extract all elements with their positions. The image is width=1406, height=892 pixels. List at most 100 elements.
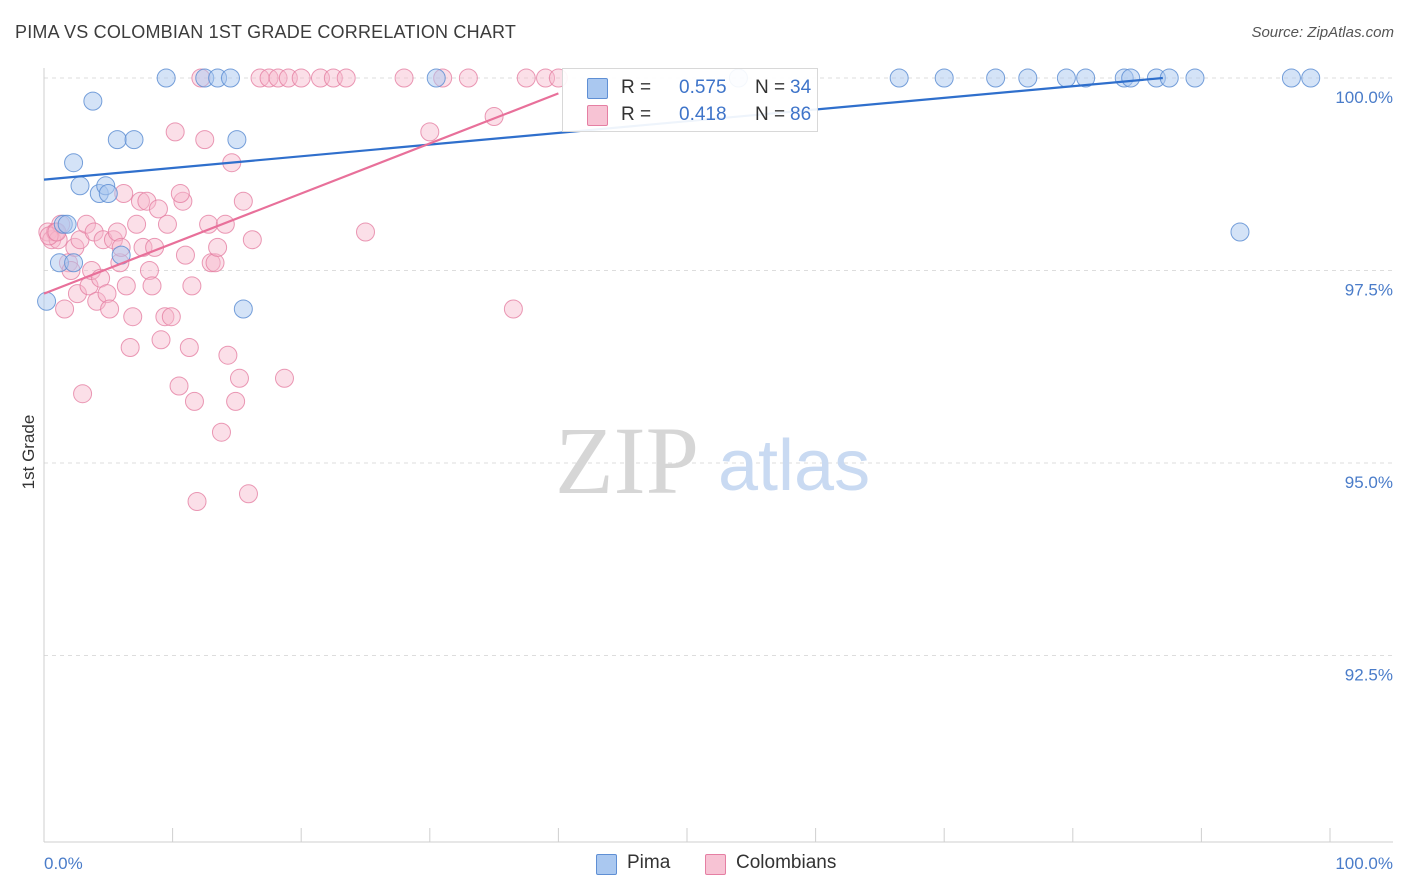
- pima-point: [934, 68, 954, 88]
- pima-point: [1230, 222, 1250, 242]
- pima-point: [1121, 68, 1141, 88]
- colombians-point: [226, 391, 246, 411]
- colombians-point: [242, 230, 262, 250]
- pima-point: [70, 176, 90, 196]
- colombians-r-label: R =: [621, 104, 652, 125]
- colombians-point: [157, 214, 177, 234]
- pima-legend-label: Pima: [627, 852, 671, 873]
- pima-points: [37, 68, 1321, 319]
- pima-point: [233, 299, 253, 319]
- pima-point: [1076, 68, 1096, 88]
- colombians-point: [170, 184, 190, 203]
- pima-point: [1281, 68, 1301, 88]
- pima-point: [57, 214, 77, 234]
- colombians-point: [137, 191, 157, 211]
- colombians-point: [208, 237, 228, 257]
- tick-labels: 100.0% 97.5% 95.0% 92.5% 0.0% 100.0%: [44, 88, 1393, 873]
- pima-point: [83, 91, 103, 111]
- colombians-point: [100, 299, 120, 319]
- colombians-point: [182, 276, 202, 296]
- watermark-atlas: atlas: [718, 426, 870, 506]
- pima-point: [1018, 68, 1038, 88]
- colombians-point: [218, 345, 238, 365]
- colombians-point: [291, 68, 311, 88]
- colombians-point: [336, 68, 356, 88]
- colombians-point: [165, 122, 185, 142]
- colombians-point: [184, 391, 204, 411]
- colombians-point: [458, 68, 478, 88]
- colombians-n-label: N =: [755, 104, 786, 125]
- colombians-point: [139, 261, 159, 280]
- pima-r-label: R =: [621, 77, 652, 98]
- watermark: ZIP atlas: [555, 407, 870, 514]
- colombians-point: [151, 330, 171, 350]
- pima-point: [1159, 68, 1179, 88]
- colombians-point: [55, 299, 75, 319]
- pima-point: [986, 68, 1006, 88]
- colombians-point: [187, 492, 207, 511]
- colombians-point: [233, 191, 253, 211]
- axes: [43, 68, 1393, 843]
- pima-point: [889, 68, 909, 88]
- pima-legend-swatch: [596, 854, 617, 875]
- colombians-point: [215, 214, 235, 234]
- colombians-point: [274, 368, 294, 388]
- colombians-n-value: 86: [790, 104, 812, 125]
- colombians-point: [179, 338, 199, 357]
- colombians-legend-label: Colombians: [736, 852, 837, 873]
- watermark-zip: ZIP: [555, 407, 699, 514]
- colombians-point: [195, 130, 215, 150]
- colombians-point: [394, 68, 414, 88]
- colombians-r-value: 0.418: [679, 104, 727, 125]
- colombians-point: [161, 307, 181, 327]
- pima-point: [1056, 68, 1076, 88]
- y-tick-label: 92.5%: [1345, 666, 1393, 685]
- colombians-trend-line: [43, 92, 559, 295]
- colombians-point: [67, 284, 87, 304]
- y-tick-label: 95.0%: [1345, 473, 1393, 492]
- colombians-point: [211, 422, 231, 442]
- colombians-points: [38, 68, 568, 511]
- colombians-point: [155, 307, 175, 327]
- pima-point: [124, 130, 144, 150]
- colombians-point: [205, 253, 225, 273]
- pima-point: [98, 184, 118, 203]
- colombians-point: [238, 484, 258, 504]
- colombians-point: [229, 368, 249, 388]
- x-tick-label: 100.0%: [1335, 854, 1393, 873]
- colombians-point: [503, 299, 523, 319]
- pima-point: [107, 130, 127, 150]
- pima-point: [37, 291, 57, 311]
- colombians-point: [142, 276, 162, 296]
- colombians-legend-swatch: [705, 854, 726, 875]
- colombians-point: [356, 222, 375, 242]
- pima-n-label: N =: [755, 77, 786, 98]
- colombians-point: [169, 376, 189, 396]
- y-tick-label: 100.0%: [1335, 88, 1393, 107]
- pima-point: [64, 253, 84, 273]
- colombians-point: [116, 276, 136, 296]
- pima-n-value: 34: [790, 77, 812, 98]
- colombians-point: [516, 68, 536, 88]
- x-tick-label: 0.0%: [44, 854, 83, 873]
- source-label: Source: ZipAtlas.com: [1251, 24, 1394, 41]
- colombians-point: [127, 214, 147, 234]
- y-tick-label: 97.5%: [1345, 281, 1393, 300]
- pima-point: [64, 153, 84, 173]
- colombians-point: [123, 307, 143, 327]
- colombians-point: [120, 338, 140, 357]
- pima-r-value: 0.575: [679, 77, 727, 98]
- pima-point: [220, 68, 240, 88]
- y-axis-label: 1st Grade: [19, 415, 38, 490]
- colombians-point: [175, 245, 195, 265]
- colombians-swatch: [587, 105, 608, 126]
- pima-swatch: [587, 78, 608, 99]
- colombians-point: [268, 68, 288, 88]
- pima-point: [1185, 68, 1205, 88]
- pima-point: [227, 130, 247, 150]
- pima-point: [1301, 68, 1321, 88]
- colombians-point: [107, 222, 127, 242]
- colombians-point: [97, 284, 117, 304]
- chart-title: PIMA VS COLOMBIAN 1ST GRADE CORRELATION …: [15, 22, 517, 42]
